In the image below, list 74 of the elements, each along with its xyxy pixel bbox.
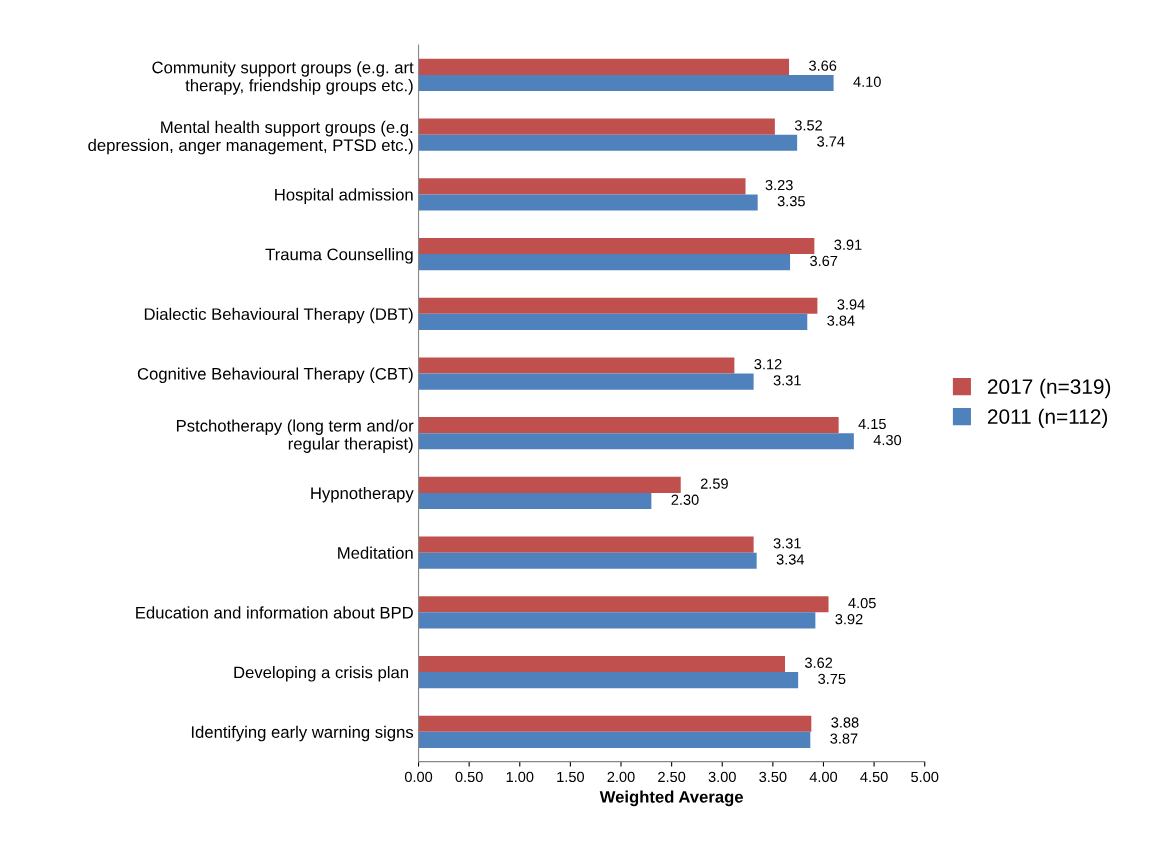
- data-label: 3.23: [765, 179, 793, 191]
- x-tick-label: 0.50: [455, 771, 483, 783]
- bar: [418, 417, 839, 434]
- y-tick-label: Identifying early warning signs: [191, 725, 414, 742]
- y-tick-label: Pstchotherapy (long term and/or regular therapist): [176, 419, 414, 453]
- y-tick-label: Hospital admission: [275, 188, 413, 204]
- y-tick-label: Education and information about BPD: [136, 606, 413, 619]
- bar: [418, 612, 816, 629]
- x-tick-label: 5.00: [911, 771, 939, 783]
- data-label: 3.52: [794, 120, 822, 131]
- legend-label: 2011 (n=112): [987, 408, 1108, 429]
- data-label: 3.66: [809, 60, 837, 71]
- data-label: 3.94: [837, 299, 865, 310]
- x-axis-title: Weighted Average: [599, 790, 743, 807]
- x-tick-label: 2.50: [658, 771, 686, 783]
- y-tick-label: Trauma Counselling: [265, 248, 413, 264]
- bar: [418, 134, 798, 151]
- data-label: 3.31: [773, 538, 801, 549]
- y-tick-label: Mental health support groups (e.g. depression, anger management, PTSD etc.): [88, 120, 413, 155]
- bar: [418, 297, 818, 314]
- y-tick-label: Hypnotherapy: [311, 486, 414, 503]
- bar: [418, 254, 791, 271]
- data-label: 3.87: [830, 733, 858, 744]
- bar: [418, 237, 815, 255]
- bar: [418, 672, 799, 689]
- bar: [418, 536, 754, 553]
- data-label: 3.92: [835, 614, 863, 625]
- bar: [418, 74, 834, 92]
- data-label: 3.62: [805, 657, 833, 668]
- data-label: 3.84: [827, 315, 855, 326]
- bar: [418, 715, 812, 732]
- data-label: 2.59: [700, 478, 728, 489]
- bar: [418, 731, 811, 748]
- y-tick-label: Meditation: [338, 546, 413, 559]
- bar: [418, 373, 754, 390]
- legend-label: 2017 (n=319): [987, 378, 1111, 399]
- y-tick-label: Cognitive Behavioural Therapy (CBT): [137, 367, 413, 384]
- bar: [418, 313, 808, 330]
- data-label: 4.30: [873, 434, 902, 446]
- bar: [418, 194, 758, 211]
- x-tick-label: 3.00: [708, 771, 736, 783]
- bar: [418, 492, 652, 510]
- x-tick-label: 2.00: [607, 771, 635, 783]
- x-tick-label: 4.50: [860, 771, 888, 783]
- x-tick-label: 0.00: [404, 771, 433, 783]
- data-label: 3.91: [834, 239, 862, 250]
- x-tick-label: 4.00: [809, 771, 838, 783]
- bar: [418, 476, 681, 493]
- bar: [418, 357, 735, 374]
- bar: [418, 552, 757, 569]
- bar: [418, 178, 746, 195]
- data-label: 4.10: [853, 76, 881, 87]
- bar: [418, 433, 854, 450]
- data-label: 4.05: [848, 597, 876, 609]
- data-label: 3.75: [818, 673, 846, 685]
- y-tick-label: Community support groups (e.g. art therapy, friendship groups etc.): [152, 61, 414, 95]
- bar: [418, 596, 829, 613]
- data-label: 3.88: [831, 717, 859, 728]
- x-tick-label: 1.00: [506, 771, 534, 783]
- data-label: 3.67: [810, 255, 838, 267]
- data-label: 3.35: [777, 196, 805, 207]
- x-tick-label: 3.50: [759, 771, 787, 783]
- data-label: 3.12: [754, 359, 782, 370]
- bar: [418, 118, 775, 135]
- data-label: 2.30: [671, 494, 699, 505]
- y-tick-label: Dialectic Behavioural Therapy (DBT): [144, 307, 413, 324]
- data-label: 3.34: [776, 554, 805, 565]
- bar: [418, 58, 790, 75]
- data-label: 4.15: [858, 418, 886, 430]
- data-label: 3.31: [773, 375, 801, 386]
- x-tick-label: 1.50: [557, 771, 585, 783]
- bar: [418, 655, 785, 673]
- data-label: 3.74: [817, 136, 845, 147]
- y-tick-label: Developing a crisis plan: [234, 666, 408, 682]
